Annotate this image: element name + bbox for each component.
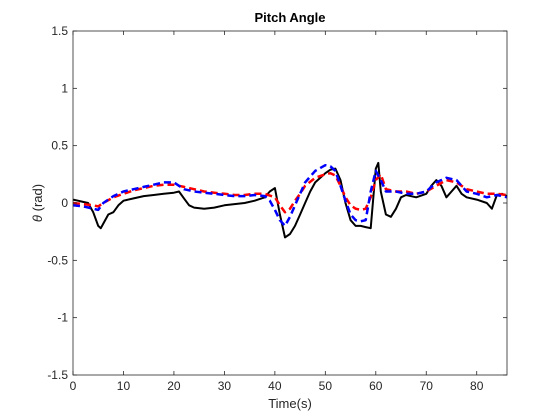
x-tick-label: 10 — [117, 379, 131, 393]
series-line-1 — [72, 161, 508, 239]
x-tick-label: 60 — [369, 379, 383, 393]
y-axis: -1.5 -1 -0.5 0 0.5 1 1.5 — [47, 24, 507, 382]
plot-area — [73, 31, 507, 375]
x-tick-label: 70 — [420, 379, 434, 393]
x-tick-label: 20 — [167, 379, 181, 393]
chart-title: Pitch Angle — [254, 10, 325, 25]
x-tick-label: 80 — [470, 379, 484, 393]
y-axis-label: θ (rad) — [30, 184, 45, 222]
y-tick-label: -0.5 — [47, 253, 68, 267]
series-line-3 — [72, 163, 508, 228]
x-tick-label: 50 — [319, 379, 333, 393]
y-tick-label: 1.5 — [51, 24, 68, 38]
x-tick-label: 0 — [70, 379, 77, 393]
x-axis: 0 10 20 30 40 50 60 70 80 — [70, 31, 484, 393]
y-tick-label: -1.5 — [47, 368, 68, 382]
x-tick-label: 30 — [218, 379, 232, 393]
x-tick-label: 40 — [268, 379, 282, 393]
y-tick-label: -1 — [57, 311, 68, 325]
y-tick-label: 1 — [61, 81, 68, 95]
y-axis-label-symbol: θ — [30, 215, 45, 222]
y-tick-label: 0.5 — [51, 139, 68, 153]
y-tick-label: 0 — [61, 196, 68, 210]
series-layer — [72, 161, 508, 239]
y-axis-label-unit: (rad) — [30, 184, 45, 215]
x-axis-label: Time(s) — [268, 396, 312, 411]
